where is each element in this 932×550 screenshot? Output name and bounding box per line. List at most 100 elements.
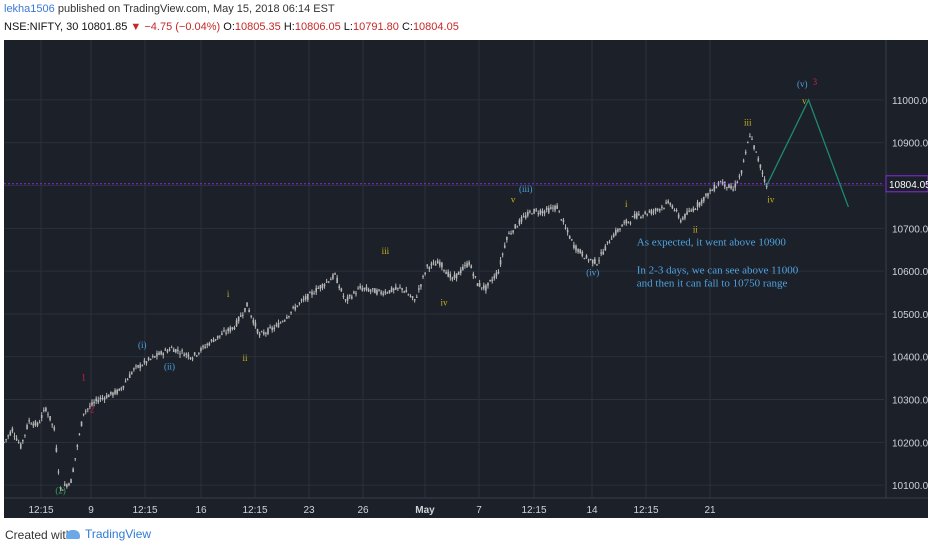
candle-body <box>302 298 305 300</box>
candle-body <box>38 422 41 424</box>
candle-body <box>489 280 491 282</box>
candle-body <box>221 333 223 335</box>
candle-body <box>747 142 749 144</box>
candle-body <box>239 315 242 317</box>
candle-body <box>728 184 730 188</box>
candle-body <box>378 289 380 291</box>
candle-body <box>386 292 389 294</box>
candle-body <box>734 183 737 188</box>
candle-body <box>436 260 439 264</box>
y-tick-label: 10300.00 <box>892 396 928 407</box>
candle-body <box>17 442 20 444</box>
candle-body <box>107 395 110 398</box>
candle-body <box>493 276 496 279</box>
candle-body <box>759 164 762 168</box>
candle-body <box>573 244 575 249</box>
wave-label: v <box>802 96 807 106</box>
ohlc-legend: NSE:NIFTY, 30 10801.85 ▼ −4.75 (−0.04%) … <box>4 21 459 33</box>
candle-body <box>478 283 481 287</box>
candle-body <box>541 210 544 214</box>
candle-body <box>374 288 376 294</box>
tradingview-cloud-icon <box>66 530 80 539</box>
candle-body <box>279 322 282 324</box>
candle-body <box>313 293 315 295</box>
candle-body <box>631 216 634 218</box>
candle-body <box>432 262 435 264</box>
low-label: L: <box>343 21 353 33</box>
candle-body <box>629 222 632 224</box>
high-label: H: <box>283 21 295 33</box>
candle-body <box>623 222 625 224</box>
candle-body <box>415 296 418 298</box>
candle-body <box>137 365 139 368</box>
candle-body <box>275 324 278 326</box>
candle-body <box>577 249 579 252</box>
candle-body <box>650 209 653 214</box>
candle-body <box>122 385 125 388</box>
candle-body <box>487 282 489 286</box>
candle-body <box>468 262 470 265</box>
candle-body <box>472 273 475 277</box>
candle-body <box>556 205 558 209</box>
wave-label: 1 <box>81 372 86 382</box>
candle-body <box>252 319 255 324</box>
candle-body <box>248 309 250 313</box>
candle-body <box>133 368 135 370</box>
candle-body <box>9 431 12 436</box>
candle-body <box>66 484 68 487</box>
candle-body <box>254 322 257 327</box>
candle-body <box>751 138 753 140</box>
x-tick-label: 12:15 <box>132 505 157 516</box>
candle-body <box>170 347 173 349</box>
candle-body <box>28 420 30 422</box>
candle-body <box>256 329 259 334</box>
candle-body <box>390 287 393 292</box>
candle-body <box>198 352 200 354</box>
high-value: 10806.05 <box>294 21 341 33</box>
candle-body <box>162 353 165 356</box>
candle-body <box>395 286 397 290</box>
candle-body <box>348 294 351 297</box>
candle-body <box>407 294 410 296</box>
candle-body <box>399 287 401 289</box>
wave-label: (ii) <box>164 362 175 372</box>
candle-body <box>596 264 598 266</box>
candle-body <box>156 353 158 357</box>
candle-body <box>361 288 364 291</box>
chart-area[interactable]: 10100.00 10200.00 10300.00 10400.00 10500.00… <box>4 40 928 518</box>
candle-body <box>711 190 713 192</box>
candle-body <box>506 237 508 240</box>
candle-body <box>705 193 707 196</box>
author-link[interactable]: lekha1506 <box>4 3 55 15</box>
x-tick-label: 9 <box>88 505 94 516</box>
candle-body <box>340 288 343 292</box>
candle-body <box>172 349 175 353</box>
candle-body <box>424 272 426 275</box>
candle-body <box>512 230 514 233</box>
x-tick-label: 12:15 <box>633 505 658 516</box>
tradingview-logo[interactable]: TradingView <box>66 527 151 541</box>
candle-body <box>78 433 81 435</box>
candle-body <box>277 322 280 328</box>
candle-body <box>455 273 458 279</box>
current-price-label: 10804.05 <box>889 180 928 191</box>
candle-body <box>97 399 100 403</box>
candle-body <box>191 358 194 360</box>
candle-body <box>721 181 724 185</box>
candle-body <box>202 345 204 348</box>
wave-label: 3 <box>813 77 818 87</box>
candle-body <box>26 425 28 429</box>
candle-body <box>89 405 91 407</box>
candle-body <box>495 272 498 277</box>
candle-body <box>690 210 693 212</box>
candle-body <box>63 484 66 486</box>
price-chart[interactable]: 10100.00 10200.00 10300.00 10400.00 10500.00… <box>4 40 928 518</box>
candle-body <box>141 365 144 367</box>
candle-body <box>726 187 728 189</box>
candle-body <box>665 202 667 204</box>
candle-body <box>45 407 47 411</box>
candle-body <box>499 260 502 265</box>
candle-body <box>610 238 613 240</box>
candle-body <box>177 349 179 352</box>
candle-body <box>175 349 177 353</box>
